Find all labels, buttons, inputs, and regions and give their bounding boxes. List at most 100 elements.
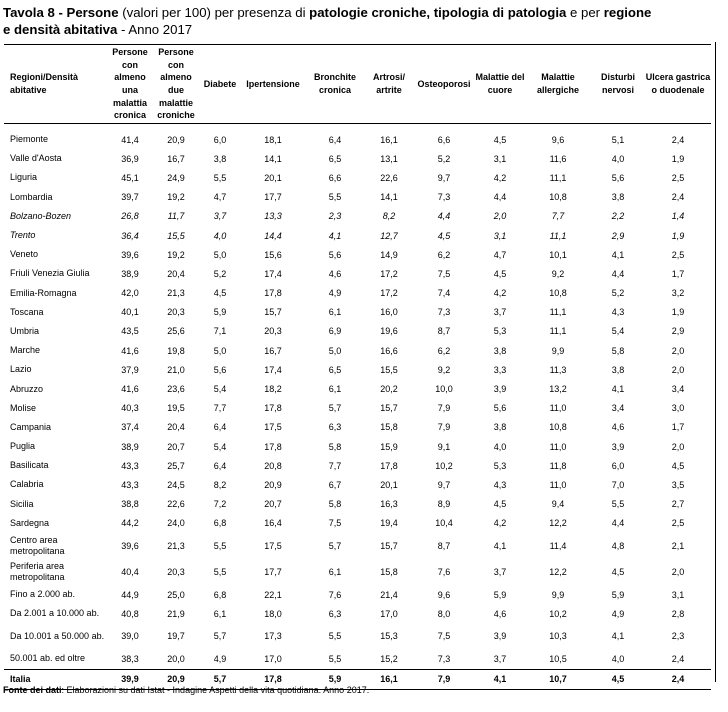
table-row: Abruzzo 41,6 23,6 5,4 18,2 6,1 20,2 10,0 3,9 13,2… [4,379,711,398]
value-cell: 19,8 [167,345,185,356]
table-row: Sicilia 38,8 22,6 7,2 20,7 5,8 16,3 8,9 4,5 9,4 5,… [4,495,711,514]
value-cell: 9,2 [437,364,451,375]
region-cell: Lombardia [10,191,53,202]
value-cell: 2,0 [671,364,685,375]
value-cell: 2,4 [671,134,685,145]
table-row: Trento 36,4 15,5 4,0 14,4 4,1 12,7 4,5 3,1 11,1 2,… [4,226,711,245]
value-cell: 19,6 [380,326,398,337]
value-cell: 5,5 [213,566,227,577]
value-cell: 39,6 [121,540,139,551]
value-cell: 20,1 [380,479,398,490]
value-cell: 11,0 [549,403,567,414]
value-cell: 5,2 [437,153,451,164]
column-header: Osteoporosi [413,44,475,124]
value-cell: 1,9 [671,230,685,241]
column-header: Malattie allergiche [525,44,591,124]
value-cell: 19,7 [167,631,185,642]
value-cell: 40,4 [121,566,139,577]
value-cell: 15,8 [380,566,398,577]
value-cell: 9,6 [437,589,451,600]
title-part1: (valori per 100) per presenza di [118,5,310,20]
value-cell: 5,5 [328,653,342,664]
value-cell: 4,0 [611,653,625,664]
value-cell: 25,7 [167,460,185,471]
value-cell: 3,7 [493,653,507,664]
value-cell: 3,7 [213,211,227,222]
value-cell: 1,4 [671,211,685,222]
value-cell: 20,4 [167,268,185,279]
value-cell: 25,0 [167,589,185,600]
value-cell: 18,1 [264,134,282,145]
value-cell: 20,3 [167,307,185,318]
value-cell: 11,0 [549,479,567,490]
value-cell: 3,4 [611,403,625,414]
value-cell: 4,3 [611,307,625,318]
value-cell: 43,3 [121,460,139,471]
table-row: Molise 40,3 19,5 7,7 17,8 5,7 15,7 7,9 5,6 11,0 3,… [4,399,711,418]
value-cell: 5,5 [213,172,227,183]
value-cell: 12,2 [549,566,567,577]
region-cell: Marche [10,345,41,356]
total-row: Italia 39,9 20,9 5,7 17,8 5,9 16,1 7,9 4,1 10,7 4,… [4,668,711,690]
value-cell: 15,5 [380,364,398,375]
region-cell: 50.001 ab. ed oltre [10,653,86,664]
value-cell: 11,1 [549,307,567,318]
region-cell: Trento [10,230,36,241]
value-cell: 2,9 [611,230,625,241]
value-cell: 24,0 [167,518,185,529]
value-cell: 4,2 [493,172,507,183]
value-cell: 22,1 [264,589,282,600]
value-cell: 37,9 [121,364,139,375]
value-cell: 45,1 [121,172,139,183]
value-cell: 11,1 [549,172,567,183]
region-cell: Sicilia [10,498,34,509]
value-cell: 17,8 [241,668,305,690]
value-cell: 4,7 [493,249,507,260]
value-cell: 4,5 [213,288,227,299]
column-header: Persone con almeno una malattia cronica [107,44,153,124]
value-cell: 2,1 [671,540,685,551]
region-cell: Campania [10,421,52,432]
value-cell: 4,1 [493,540,507,551]
value-cell: 1,9 [671,307,685,318]
value-cell: 9,4 [551,499,565,510]
title-part2: e per [566,5,604,20]
value-cell: 4,3 [493,479,507,490]
value-cell: 4,9 [328,288,342,299]
value-cell: 10,2 [549,608,567,619]
value-cell: 17,4 [264,364,282,375]
region-cell: Centro area metropolitana [10,534,65,556]
value-cell: 11,8 [549,460,567,471]
value-cell: 19,2 [167,192,185,203]
value-cell: 25,6 [167,326,185,337]
region-cell: Friuli Venezia Giulia [10,268,90,279]
value-cell: 39,6 [121,249,139,260]
value-cell: 20,3 [264,326,282,337]
value-cell: 2,5 [671,518,685,529]
value-cell: 18,2 [264,384,282,395]
value-cell: 4,4 [437,211,451,222]
value-cell: 6,8 [213,518,227,529]
value-cell: 9,6 [551,134,565,145]
value-cell: 44,9 [121,589,139,600]
value-cell: 10,4 [435,518,453,529]
table-row: Toscana 40,1 20,3 5,9 15,7 6,1 16,0 7,3 3,7 11,1 4… [4,303,711,322]
value-cell: 5,8 [611,345,625,356]
value-cell: 43,5 [121,326,139,337]
value-cell: 10,8 [549,422,567,433]
value-cell: 4,5 [493,268,507,279]
value-cell: 4,5 [437,230,451,241]
value-cell: 4,6 [493,608,507,619]
value-cell: 11,3 [549,364,567,375]
value-cell: 12,2 [549,518,567,529]
value-cell: 15,3 [380,631,398,642]
value-cell: 5,0 [328,345,342,356]
value-cell: 22,6 [167,499,185,510]
value-cell: 5,4 [213,384,227,395]
value-cell: 4,6 [328,268,342,279]
value-cell: 2,0 [493,211,507,222]
table-row: Bolzano-Bozen 26,8 11,7 3,7 13,3 2,3 8,2 4,4 2,0… [4,207,711,226]
value-cell: 7,3 [437,307,451,318]
value-cell: 2,0 [671,566,685,577]
value-cell: 4,4 [611,268,625,279]
